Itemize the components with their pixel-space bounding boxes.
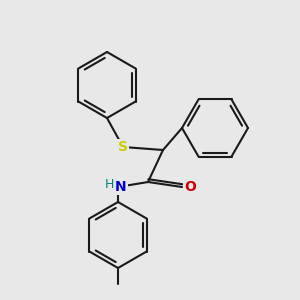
- Text: H: H: [104, 178, 114, 191]
- Text: S: S: [118, 140, 128, 154]
- Text: N: N: [115, 180, 127, 194]
- Text: O: O: [184, 180, 196, 194]
